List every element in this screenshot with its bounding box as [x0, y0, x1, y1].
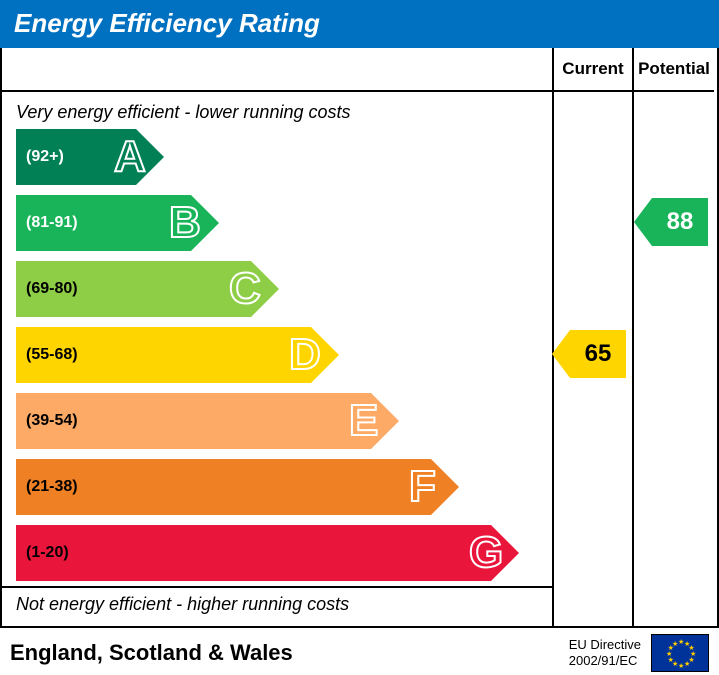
epc-chart: Energy Efficiency Rating Very energy eff…: [0, 0, 719, 675]
band-letter: D: [289, 330, 321, 380]
band-bar-shape: (1-20): [16, 525, 491, 581]
band-range: (39-54): [26, 412, 78, 430]
chart-body: Very energy efficient - lower running co…: [0, 48, 719, 628]
directive-block: EU Directive 2002/91/EC ★★★★★★★★★★★★: [569, 634, 709, 672]
band-bar-shape: (39-54): [16, 393, 371, 449]
band-letter: A: [114, 132, 146, 182]
directive-text: EU Directive 2002/91/EC: [569, 637, 641, 668]
band-e: (39-54) E: [16, 393, 552, 449]
caption-inefficient: Not energy efficient - higher running co…: [2, 586, 552, 626]
band-letter: G: [469, 528, 503, 578]
bands-column: Very energy efficient - lower running co…: [2, 48, 554, 626]
band-g: (1-20) G: [16, 525, 552, 581]
band-letter: E: [349, 396, 378, 446]
chart-title: Energy Efficiency Rating: [0, 0, 719, 48]
band-a: (92+) A: [16, 129, 552, 185]
band-range: (92+): [26, 148, 64, 166]
band-c: (69-80) C: [16, 261, 552, 317]
bands-list: (92+) A (81-91) B (69-80) C (55-68) D (39-54) E (2…: [2, 129, 552, 581]
band-b: (81-91) B: [16, 195, 552, 251]
band-bar-shape: (69-80): [16, 261, 251, 317]
band-letter: B: [169, 198, 201, 248]
directive-line2: 2002/91/EC: [569, 653, 638, 668]
band-bar-shape: (81-91): [16, 195, 191, 251]
band-range: (81-91): [26, 214, 78, 232]
chart-footer: England, Scotland & Wales EU Directive 2…: [0, 628, 719, 672]
region-label: England, Scotland & Wales: [10, 640, 293, 666]
band-bar-shape: (55-68): [16, 327, 311, 383]
band-range: (1-20): [26, 544, 69, 562]
band-f: (21-38) F: [16, 459, 552, 515]
directive-line1: EU Directive: [569, 637, 641, 652]
header-potential: Potential: [634, 48, 714, 92]
eu-flag-icon: ★★★★★★★★★★★★: [651, 634, 709, 672]
current-value-marker: 65: [570, 330, 626, 378]
band-range: (55-68): [26, 346, 78, 364]
band-letter: C: [229, 264, 261, 314]
bands-header-blank: [2, 48, 552, 92]
band-range: (69-80): [26, 280, 78, 298]
band-range: (21-38): [26, 478, 78, 496]
potential-value-marker: 88: [652, 198, 708, 246]
caption-efficient: Very energy efficient - lower running co…: [2, 92, 552, 129]
band-d: (55-68) D: [16, 327, 552, 383]
band-bar-shape: (21-38): [16, 459, 431, 515]
header-current: Current: [554, 48, 632, 92]
band-letter: F: [409, 462, 436, 512]
potential-column: Potential 88: [634, 48, 714, 626]
current-column: Current 65: [554, 48, 634, 626]
